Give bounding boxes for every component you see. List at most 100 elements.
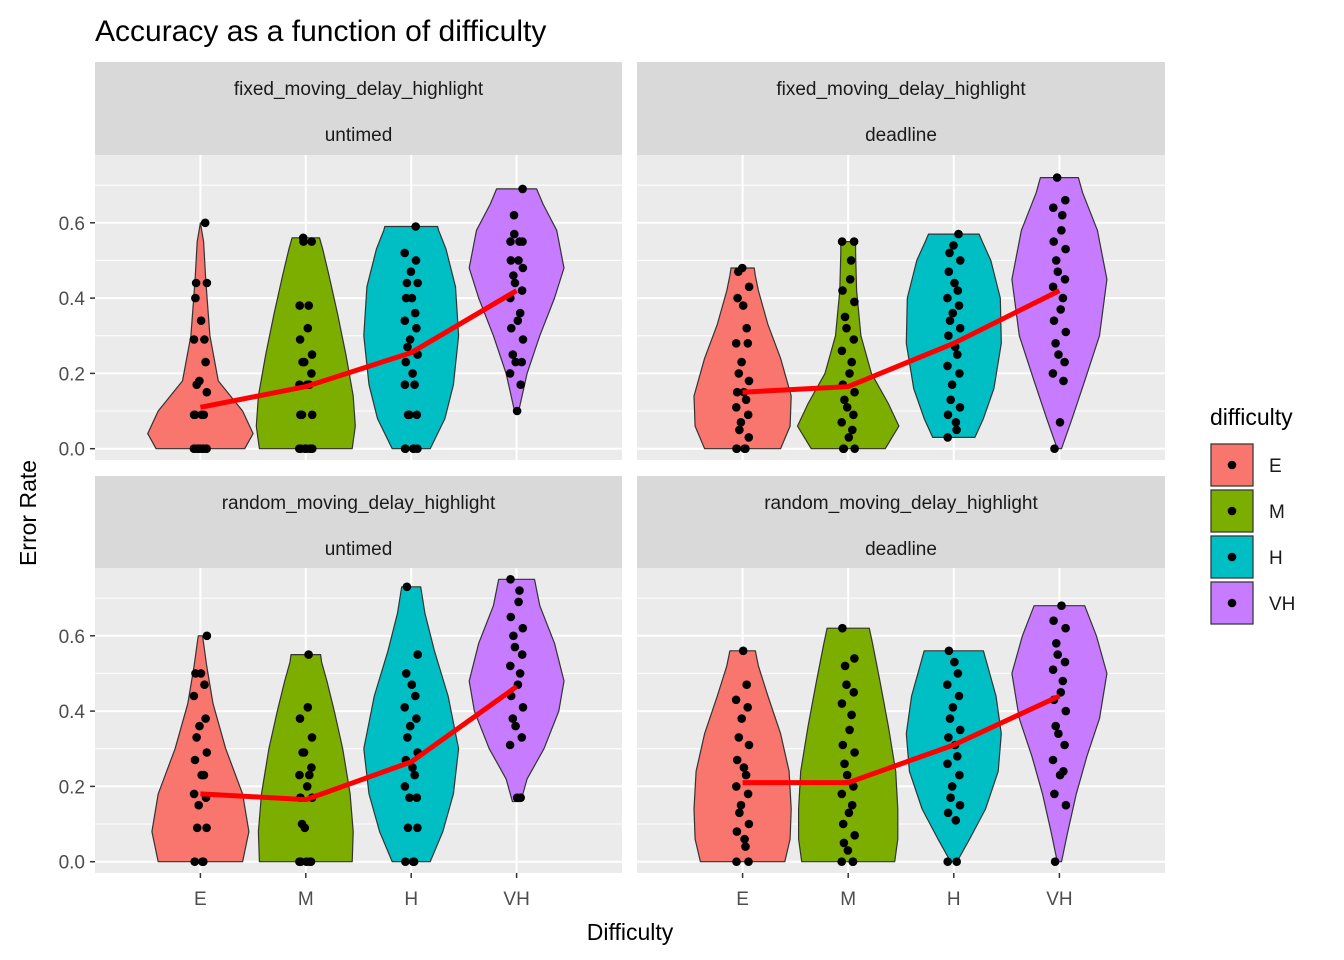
data-point [850, 297, 859, 307]
data-point [510, 278, 520, 288]
data-point [842, 680, 851, 689]
violin-h [905, 233, 1002, 438]
data-point [410, 770, 420, 780]
data-point [508, 714, 518, 723]
x-tick-label: E [194, 889, 207, 910]
x-tick-label: M [840, 889, 856, 910]
data-point [742, 680, 751, 689]
data-point [850, 831, 859, 840]
data-point [400, 444, 410, 454]
data-point [508, 350, 518, 359]
legend-title: difficulty [1210, 404, 1293, 430]
data-point [848, 857, 858, 866]
data-point [405, 721, 415, 731]
data-point [400, 380, 410, 390]
data-point [202, 748, 212, 757]
data-point [741, 770, 751, 780]
data-point [1054, 729, 1063, 738]
data-point [413, 278, 423, 288]
legend-label: H [1269, 548, 1283, 569]
data-point [1048, 665, 1058, 674]
data-point [506, 256, 516, 265]
data-point [1061, 623, 1070, 633]
data-point [1058, 676, 1068, 686]
data-point [295, 770, 304, 780]
data-point [741, 444, 750, 454]
mean-line [742, 693, 1061, 786]
data-point [200, 218, 210, 228]
data-point [402, 582, 412, 592]
data-point [737, 357, 746, 367]
data-point [850, 387, 859, 397]
data-point [1061, 327, 1071, 337]
facet-panel: fixed_moving_delay_highlight deadline [637, 62, 1165, 460]
data-point [295, 714, 305, 723]
data-point [515, 237, 524, 246]
data-point [948, 308, 958, 318]
data-point [1061, 244, 1070, 254]
x-tick-label: H [404, 889, 418, 910]
data-point [199, 770, 209, 780]
data-point [839, 838, 849, 848]
data-point [190, 857, 199, 866]
data-point [403, 733, 412, 742]
data-point [196, 669, 206, 678]
data-point [943, 433, 952, 442]
data-point [518, 623, 528, 633]
data-point [944, 331, 953, 341]
violin-m [257, 654, 354, 863]
data-point [307, 369, 316, 378]
data-point [732, 387, 742, 397]
data-point [512, 406, 522, 416]
y-axis-label: Error Rate [15, 460, 41, 566]
data-point [943, 759, 952, 769]
chart-title: Accuracy as a function of difficulty [95, 15, 546, 48]
data-point [194, 800, 203, 810]
data-point [515, 669, 525, 678]
data-point [955, 725, 965, 735]
data-point [517, 650, 527, 659]
y-tick-label: 0.2 [59, 777, 85, 798]
data-point [742, 323, 751, 333]
data-point [1051, 721, 1060, 731]
data-point [299, 748, 309, 757]
data-point [400, 248, 410, 258]
data-point [304, 301, 314, 310]
legend-item: VH [1210, 581, 1295, 625]
data-point [839, 444, 849, 454]
data-point [407, 680, 417, 689]
x-tick-label: VH [1046, 889, 1072, 910]
data-point [307, 763, 316, 772]
data-point [189, 789, 199, 799]
data-point [191, 278, 201, 288]
y-tick-label: 0.4 [59, 289, 86, 310]
data-point [401, 669, 411, 678]
data-point [407, 293, 417, 303]
data-point [741, 395, 751, 405]
data-point [513, 316, 523, 326]
data-point [953, 669, 963, 678]
data-point [849, 410, 858, 420]
data-point [733, 293, 742, 303]
data-point [744, 376, 754, 386]
data-point [511, 721, 520, 731]
data-point [1050, 857, 1060, 866]
data-point [405, 335, 415, 344]
data-point [507, 323, 516, 333]
data-point [412, 793, 422, 802]
mean-line [742, 288, 1061, 395]
facet-strip-label: random_moving_delay_highlight [222, 493, 496, 514]
data-point [850, 444, 859, 454]
data-point [1055, 418, 1065, 427]
data-point [1050, 789, 1059, 799]
data-point [1057, 226, 1066, 235]
data-point [303, 323, 313, 333]
data-point [191, 293, 200, 303]
data-point [732, 403, 741, 412]
data-point [400, 316, 410, 326]
data-point [732, 755, 742, 765]
data-point [190, 755, 200, 765]
data-point [944, 267, 954, 277]
violin-vh [468, 578, 565, 803]
